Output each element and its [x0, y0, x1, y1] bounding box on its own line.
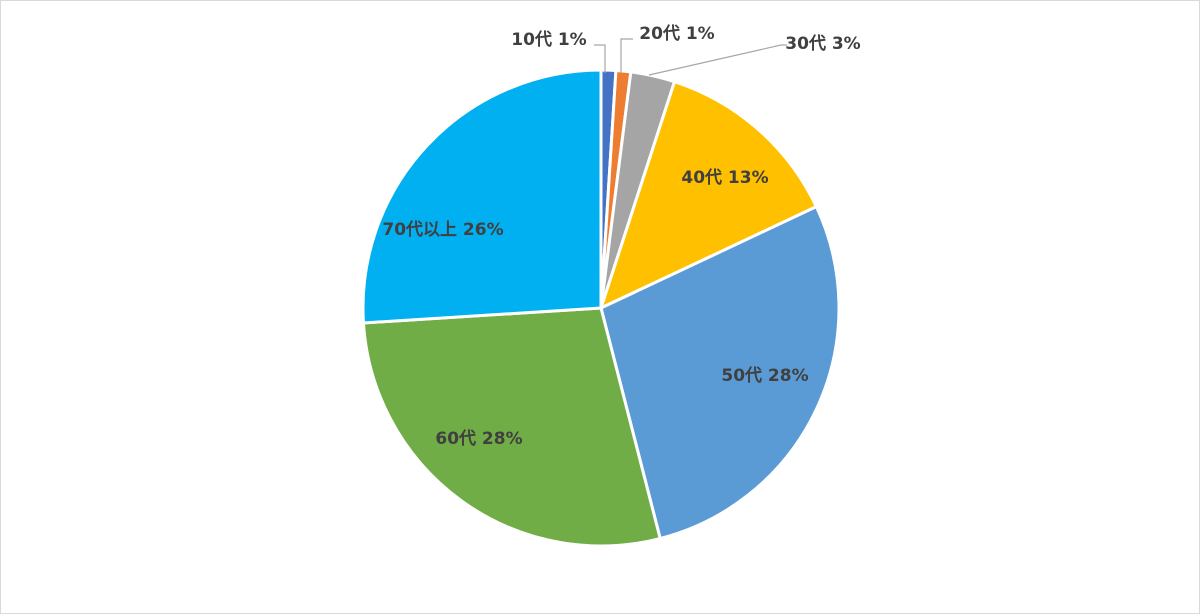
- pie-slice-7: [361, 68, 603, 325]
- data-label-6: 60代 28%: [435, 428, 522, 449]
- data-label-2: 20代 1%: [639, 23, 714, 44]
- pie-slice-6: [361, 306, 663, 548]
- leader-lines: [594, 38, 787, 76]
- leader-line-2: [620, 38, 633, 73]
- leader-line-1: [594, 44, 606, 73]
- pie-slice-5: [599, 204, 841, 541]
- leader-line-3: [648, 44, 787, 76]
- pie-slices: [361, 68, 841, 548]
- data-label-4: 40代 13%: [681, 167, 768, 188]
- data-label-1: 10代 1%: [511, 29, 586, 50]
- data-label-3: 30代 3%: [785, 33, 860, 54]
- data-labels: 10代 1% 20代 1% 30代 3% 40代 13% 50代 28% 60代 28% 7…: [382, 23, 860, 449]
- pie-slice-4: [598, 79, 819, 311]
- data-label-5: 50代 28%: [721, 365, 808, 386]
- data-label-7: 70代以上 26%: [382, 219, 503, 240]
